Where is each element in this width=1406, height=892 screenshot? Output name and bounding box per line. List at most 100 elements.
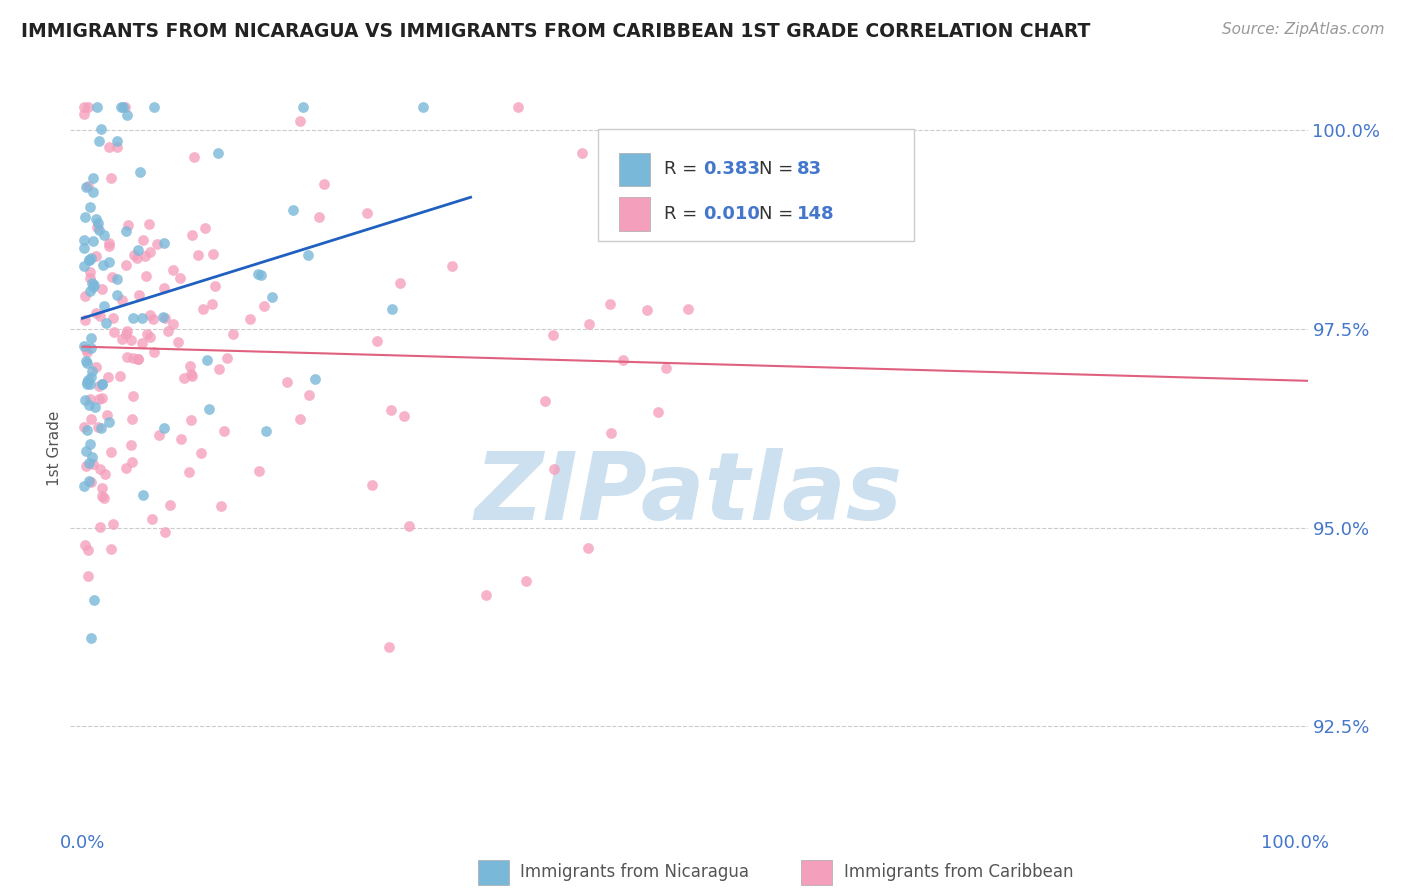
Point	[204, 279, 226, 293]
Point	[541, 327, 564, 342]
Point	[183, 151, 205, 165]
Point	[412, 100, 434, 114]
Text: R =: R =	[664, 161, 703, 178]
Point	[159, 498, 181, 512]
Point	[127, 243, 149, 257]
Text: 148: 148	[797, 205, 835, 223]
Point	[181, 368, 204, 383]
Point	[73, 420, 96, 434]
Point	[122, 248, 145, 262]
Point	[128, 288, 150, 302]
Point	[91, 259, 114, 273]
Point	[101, 517, 124, 532]
Point	[75, 210, 97, 224]
Point	[120, 438, 142, 452]
Point	[89, 309, 111, 323]
Point	[297, 248, 319, 262]
Point	[506, 100, 529, 114]
Point	[96, 408, 118, 422]
Point	[87, 419, 110, 434]
Point	[314, 178, 336, 192]
Point	[389, 276, 412, 290]
Point	[97, 370, 120, 384]
Point	[98, 236, 121, 251]
Point	[72, 339, 94, 353]
Point	[87, 392, 110, 406]
Point	[91, 376, 114, 391]
Point	[143, 100, 166, 114]
Text: Immigrants from Caribbean: Immigrants from Caribbean	[844, 863, 1073, 881]
Point	[79, 399, 101, 413]
Point	[195, 353, 218, 368]
Point	[600, 425, 623, 440]
Point	[181, 227, 204, 242]
Text: 0.010: 0.010	[703, 205, 759, 223]
Point	[201, 297, 224, 311]
Point	[114, 100, 136, 114]
Point	[138, 217, 160, 231]
Point	[83, 401, 105, 415]
Point	[77, 474, 100, 488]
Point	[76, 178, 98, 193]
Point	[80, 450, 103, 464]
Point	[177, 466, 200, 480]
Point	[79, 377, 101, 392]
Point	[82, 185, 104, 199]
Point	[115, 108, 138, 122]
Point	[75, 343, 97, 357]
Point	[72, 479, 94, 493]
Point	[132, 233, 155, 247]
Point	[87, 135, 110, 149]
Point	[571, 145, 593, 160]
Point	[82, 364, 104, 378]
Point	[146, 237, 169, 252]
Point	[156, 324, 179, 338]
Text: Immigrants from Nicaragua: Immigrants from Nicaragua	[520, 863, 749, 881]
Point	[80, 475, 103, 490]
Point	[105, 134, 128, 148]
Point	[543, 462, 565, 476]
Point	[97, 140, 120, 154]
Point	[89, 519, 111, 533]
Point	[103, 325, 125, 339]
Point	[260, 290, 283, 304]
Point	[82, 234, 104, 248]
Point	[292, 100, 315, 114]
Point	[180, 413, 202, 427]
Point	[135, 326, 157, 341]
Point	[84, 360, 107, 375]
Point	[77, 253, 100, 268]
Point	[167, 335, 190, 350]
Point	[356, 206, 378, 220]
Point	[215, 351, 238, 365]
Point	[254, 424, 277, 438]
Point	[121, 351, 143, 366]
Point	[82, 457, 104, 471]
Point	[250, 268, 273, 282]
Point	[90, 481, 112, 495]
Point	[366, 334, 388, 349]
Point	[115, 460, 138, 475]
Point	[101, 269, 124, 284]
Point	[247, 267, 270, 281]
Point	[111, 100, 134, 114]
Point	[239, 312, 262, 326]
Point	[209, 499, 232, 513]
Point	[162, 262, 184, 277]
Point	[72, 233, 94, 247]
Point	[110, 100, 132, 114]
Point	[98, 239, 121, 253]
Point	[77, 373, 100, 387]
Point	[162, 318, 184, 332]
Point	[76, 344, 98, 359]
Point	[90, 489, 112, 503]
Text: N =: N =	[759, 161, 799, 178]
Point	[105, 140, 128, 154]
Point	[134, 249, 156, 263]
Point	[93, 491, 115, 505]
Point	[87, 216, 110, 230]
Point	[191, 301, 214, 316]
Point	[131, 488, 153, 502]
Point	[90, 421, 112, 435]
Point	[73, 313, 96, 327]
